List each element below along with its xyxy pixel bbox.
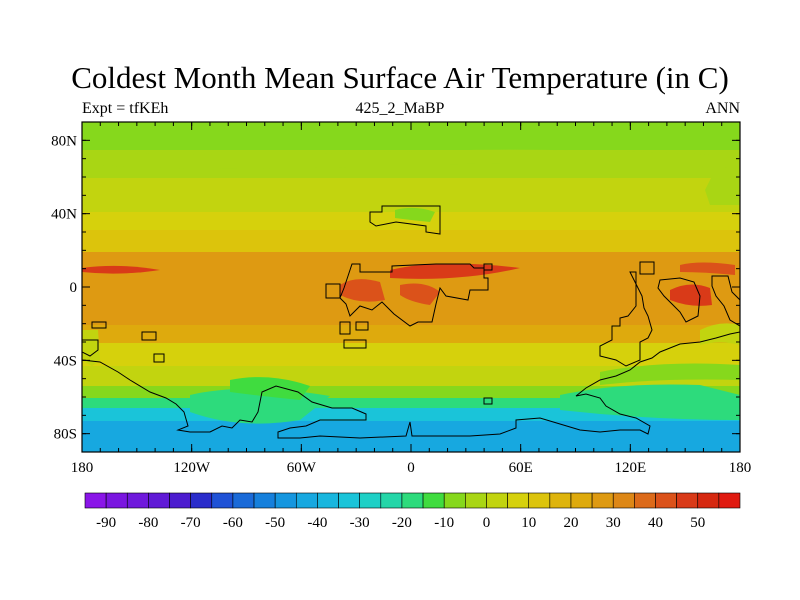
band-south-warm <box>82 325 740 345</box>
colorbar-swatch <box>359 492 382 509</box>
colorbar-label: 20 <box>563 515 578 531</box>
continent-outlines <box>82 205 740 439</box>
colorbar-swatch <box>380 492 403 509</box>
colorbar-swatch <box>422 492 445 509</box>
colorbar-label: -30 <box>350 515 370 531</box>
colorbar-swatch <box>190 492 213 509</box>
colorbar-swatch <box>211 492 234 509</box>
y-tick-label: 80N <box>51 133 77 149</box>
colorbar-swatch <box>169 492 191 509</box>
colorbar-swatch <box>697 492 720 509</box>
y-tick-label: 40S <box>54 353 77 369</box>
colorbar-swatch <box>655 492 677 509</box>
experiment-label: Expt = tfKEh <box>82 100 169 117</box>
colorbar-label: -60 <box>223 515 243 531</box>
colorbar-swatch <box>528 492 551 509</box>
x-tick-label: 180 <box>729 460 752 476</box>
x-tick-label: 60E <box>509 460 533 476</box>
colorbar-swatch <box>634 492 656 509</box>
temperature-field <box>82 122 740 452</box>
colorbar-label: -40 <box>307 515 327 531</box>
band-north-warm <box>82 230 740 255</box>
colorbar-swatch <box>401 492 424 509</box>
colorbar-label: -90 <box>96 515 116 531</box>
season-label: ANN <box>705 100 740 117</box>
colorbar-swatch <box>295 492 318 509</box>
colorbar-swatch <box>591 492 614 509</box>
band-north-mid <box>82 178 740 213</box>
x-tick-label: 180 <box>71 460 94 476</box>
warm-anomaly-east <box>680 262 735 275</box>
colorbar-swatch <box>570 492 593 509</box>
warm-anomaly-africa <box>390 263 520 279</box>
colorbar-label: -80 <box>138 515 158 531</box>
colorbar-swatch <box>274 492 297 509</box>
colorbar-swatch <box>465 492 487 509</box>
colorbar-swatch <box>148 492 170 509</box>
colorbar-label: 30 <box>606 515 621 531</box>
colorbar-label: -10 <box>434 515 454 531</box>
x-tick-label: 60W <box>287 460 317 476</box>
colorbar-swatch <box>232 492 255 509</box>
colorbar-swatch <box>612 492 635 509</box>
colorbar: -90 -80 -70 -60 -50 -40 -30 -20 -10 0 10 20 30 40 50 <box>84 492 741 531</box>
x-tick-label: 120W <box>173 460 211 476</box>
colorbar-swatch <box>549 492 572 509</box>
colorbar-swatch <box>507 492 530 509</box>
y-tick-label: 0 <box>70 280 78 296</box>
axis-ticks: 80N 40N 0 40S 80S 180 120W 60W 0 60E 120E 180 <box>51 122 751 476</box>
colorbar-label: -20 <box>392 515 412 531</box>
cool-anomaly-north <box>395 207 435 222</box>
y-tick-label: 40N <box>51 207 77 223</box>
colorbar-swatch <box>718 492 741 509</box>
colorbar-label: 50 <box>690 515 705 531</box>
colorbar-label: 10 <box>521 515 536 531</box>
colorbar-swatch <box>443 492 466 509</box>
colorbar-swatch <box>105 492 128 509</box>
chart-title: Coldest Month Mean Surface Air Temperatu… <box>71 60 729 95</box>
colorbar-swatch <box>317 492 339 509</box>
x-tick-label: 120E <box>614 460 646 476</box>
x-tick-label: 0 <box>407 460 415 476</box>
colorbar-label: 40 <box>648 515 663 531</box>
band-north-subtropic <box>82 212 740 232</box>
colorbar-swatch <box>84 492 107 509</box>
colorbar-swatch <box>676 492 699 509</box>
y-tick-label: 80S <box>54 427 77 443</box>
colorbar-label: -50 <box>265 515 285 531</box>
colorbar-swatch <box>486 492 508 509</box>
colorbar-label: -70 <box>181 515 201 531</box>
colorbar-swatch <box>126 492 149 509</box>
colorbar-swatch <box>338 492 360 509</box>
warm-anomaly-pacific <box>82 265 160 274</box>
band-south-subtropic <box>82 343 740 368</box>
colorbar-swatch <box>253 492 276 509</box>
period-label: 425_2_MaBP <box>355 100 445 117</box>
colorbar-label: 0 <box>483 515 491 531</box>
